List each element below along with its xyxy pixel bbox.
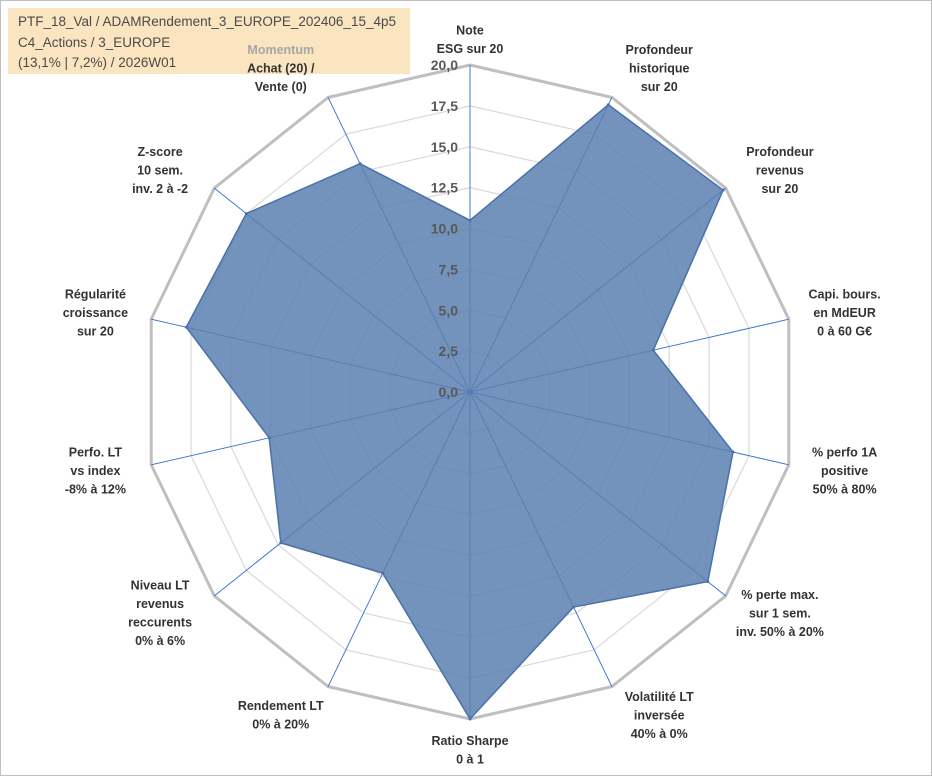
- axis-label: Rendement LT 0% à 20%: [238, 699, 324, 732]
- series-point: [572, 605, 576, 609]
- series-point: [267, 436, 271, 440]
- axis-label: % perte max. sur 1 sem. inv. 50% à 20%: [736, 588, 824, 639]
- tick-label: 2,5: [439, 343, 459, 359]
- series-point: [651, 348, 655, 352]
- series-point: [381, 571, 385, 575]
- asset-class: C4_Actions / 3_EUROPE: [18, 35, 171, 50]
- axis-label: Régularité croissance sur 20: [63, 288, 128, 339]
- series-point: [468, 717, 472, 721]
- tick-label: 20,0: [431, 57, 458, 73]
- series-point: [358, 162, 362, 166]
- series-point: [606, 103, 610, 107]
- tick-label: 0,0: [439, 384, 459, 400]
- series-point: [731, 450, 735, 454]
- tick-label: 12,5: [431, 180, 458, 196]
- radar-series: [184, 103, 735, 721]
- axis-label: Note ESG sur 20: [437, 24, 504, 57]
- axis-label: Profondeur revenus sur 20: [746, 145, 813, 196]
- tick-label: 17,5: [431, 98, 458, 114]
- series-point: [468, 218, 472, 222]
- performance-summary: (13,1% | 7,2%) / 2026W01: [18, 55, 177, 70]
- axis-label: Z-score 10 sem. inv. 2 à -2: [132, 145, 188, 196]
- series-point: [244, 212, 248, 216]
- axis-label: % perfo 1A positive 50% à 80%: [812, 445, 877, 496]
- portfolio-info-box: PTF_18_Val / ADAMRendement_3_EUROPE_2024…: [8, 8, 410, 74]
- series-point: [721, 188, 725, 192]
- axis-label: Profondeur historique sur 20: [626, 43, 693, 94]
- axis-label: Niveau LT revenus reccurents 0% à 6%: [128, 579, 192, 649]
- tick-label: 15,0: [431, 139, 458, 155]
- axis-label: Volatilité LT inversée 40% à 0%: [625, 690, 694, 741]
- tick-label: 10,0: [431, 221, 458, 237]
- tick-label: 5,0: [439, 302, 459, 318]
- axis-label: Capi. bours. en MdEUR 0 à 60 G€: [808, 288, 880, 339]
- radial-tick-labels: 0,0 2,5 5,0 7,5 10,0 12,5 15,0 17,5 20,0: [431, 57, 458, 400]
- series-point: [706, 580, 710, 584]
- tick-label: 7,5: [439, 261, 459, 277]
- axis-label: Ratio Sharpe 0 à 1: [431, 734, 508, 767]
- axis-labels: Note ESG sur 20 Profondeur historique sur 20…: [63, 24, 881, 767]
- series-area: [185, 103, 734, 721]
- axis-label: Perfo. LT vs index -8% à 12%: [65, 445, 126, 496]
- series-point: [184, 325, 188, 329]
- portfolio-name: PTF_18_Val / ADAMRendement_3_EUROPE_2024…: [18, 14, 396, 29]
- axis-label: Momentum Achat (20) / Vente (0): [247, 43, 315, 94]
- series-point: [279, 541, 283, 545]
